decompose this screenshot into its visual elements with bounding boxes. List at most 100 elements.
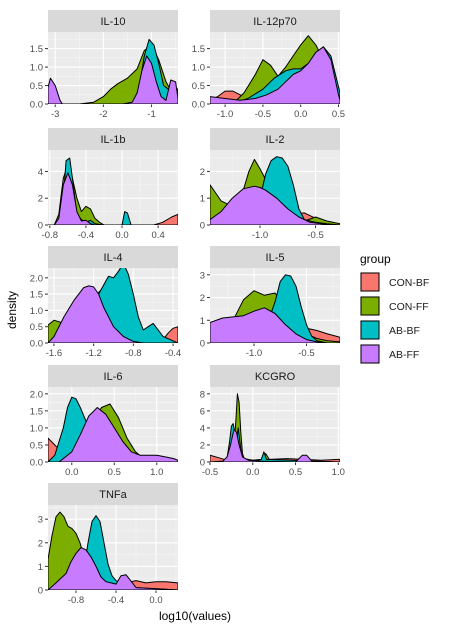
facet-strip (210, 365, 340, 387)
y-tick-label: 1.5 (30, 290, 43, 301)
density-area-ab-ff (210, 307, 340, 343)
x-tick-label: 0.5 (289, 467, 302, 478)
y-tick-label: 0 (38, 586, 43, 597)
facet-title: IL-12p70 (253, 16, 296, 28)
y-tick-label: 4 (38, 167, 43, 178)
density-area-ab-ff (48, 547, 178, 590)
facet-il-10: IL-10 -3 -2 -1 0.0 0.5 1.0 1.5 (30, 10, 178, 120)
x-tick-label: -0.5 (307, 230, 323, 241)
legend-swatch-ab-ff (360, 344, 380, 364)
x-tick-label: 0.0 (246, 467, 259, 478)
density-area-ab-ff (48, 172, 178, 225)
y-tick-label: 0.5 (30, 440, 43, 451)
facet-title: IL-4 (104, 252, 123, 264)
density-area-ab-ff (210, 46, 340, 104)
legend-label: CON-FF (389, 301, 429, 313)
facet-kcgro: KCGRO -0.5 0.0 0.5 1.0 0 2 4 6 8 (200, 365, 345, 478)
legend-label: AB-BF (389, 325, 420, 337)
y-tick-label: 0.0 (30, 458, 43, 469)
density-area-con-bf (48, 213, 178, 225)
x-tick-label: -0.4 (78, 230, 94, 241)
y-tick-label: 0.5 (192, 81, 205, 92)
facet-title: IL-6 (104, 371, 123, 383)
y-tick-label: 3 (38, 515, 43, 526)
x-tick-label: 1.0 (150, 467, 163, 478)
facet-il-5: IL-5 -1.0 -0.5 0 1 2 3 (200, 246, 340, 359)
y-tick-label: 0.0 (30, 339, 43, 350)
legend-swatch-con-bf (360, 272, 380, 292)
y-tick-label: 0.0 (192, 100, 205, 111)
facet-il-6: IL-6 0.0 0.5 1.0 0.0 0.5 1.0 1.5 2.0 (30, 365, 178, 478)
facet-strip (210, 128, 340, 150)
y-tick-label: 2.0 (30, 389, 43, 400)
density-area-ab-ff (48, 55, 178, 104)
x-tick-label: 0.5 (108, 467, 121, 478)
density-area-con-ff (48, 164, 178, 225)
y-tick-label: 0.5 (30, 81, 43, 92)
x-tick-label: -0.4 (108, 595, 124, 606)
facet-title: TNFa (99, 489, 127, 501)
density-area-ab-ff (210, 429, 340, 462)
y-tick-label: 2 (200, 167, 205, 178)
x-tick-label: 0.5 (332, 109, 345, 120)
y-tick-label: 1 (200, 194, 205, 205)
x-tick-label: -1.2 (85, 348, 101, 359)
x-tick-label: -2 (99, 109, 107, 120)
y-tick-label: 1.0 (192, 63, 205, 74)
x-tick-label: -0.8 (125, 348, 141, 359)
x-tick-label: -1 (147, 109, 155, 120)
facet-strip (210, 10, 340, 32)
facet-strip (48, 246, 178, 268)
legend: group CON-BF CON-FF AB-BF AB-FF (360, 252, 429, 364)
y-tick-label: 0 (200, 458, 205, 469)
legend-swatch-ab-bf (360, 320, 380, 340)
x-tick-label: -0.5 (255, 109, 271, 120)
y-tick-label: 8 (200, 389, 205, 400)
y-tick-label: 1.0 (30, 63, 43, 74)
x-tick-label: 0.4 (152, 230, 165, 241)
x-tick-label: -0.8 (42, 230, 58, 241)
x-tick-label: -0.4 (165, 348, 181, 359)
x-tick-label: -1.6 (46, 348, 62, 359)
x-tick-label: 0.0 (294, 109, 307, 120)
facet-il-1b: IL-1b -0.8 -0.4 0.0 0.4 0 2 4 (38, 128, 178, 241)
legend-title: group (360, 252, 391, 266)
y-tick-label: 2 (200, 293, 205, 304)
facet-il-12p70: IL-12p70 -1.0 -0.5 0.0 0.5 0.0 0.5 1.0 1.5 (192, 10, 345, 120)
x-tick-label: 1.0 (332, 467, 345, 478)
y-tick-label: 0 (200, 339, 205, 350)
y-tick-label: 2 (38, 194, 43, 205)
x-tick-label: -1.0 (252, 230, 268, 241)
facet-il-4: IL-4 -1.6 -1.2 -0.8 -0.4 0.0 0.5 1.0 1.5 2.0 (30, 246, 181, 359)
facet-title: IL-10 (100, 16, 125, 28)
y-tick-label: 4 (200, 423, 205, 434)
legend-swatch-con-ff (360, 296, 380, 316)
x-tick-label: 0.0 (115, 230, 128, 241)
x-axis-title: log10(values) (159, 609, 231, 623)
x-tick-label: 0.0 (65, 467, 78, 478)
y-tick-label: 3 (200, 270, 205, 281)
y-tick-label: 1.5 (192, 44, 205, 55)
y-tick-label: 1.0 (30, 423, 43, 434)
density-area-ab-ff (48, 407, 178, 462)
facet-title: IL-1b (100, 134, 125, 146)
facet-tnfa: TNFa -0.8 -0.4 0.0 0 1 2 3 (38, 483, 178, 606)
density-area-ab-ff (210, 185, 340, 225)
y-tick-label: 1.0 (30, 306, 43, 317)
facet-strip (48, 483, 178, 505)
density-area-ab-ff (48, 285, 178, 343)
facet-title: IL-5 (266, 252, 285, 264)
x-tick-label: -0.5 (298, 348, 314, 359)
y-tick-label: 6 (200, 406, 205, 417)
facet-strip (48, 10, 178, 32)
facet-title: IL-2 (266, 134, 285, 146)
y-tick-label: 0 (38, 221, 43, 232)
x-tick-label: -1.0 (246, 348, 262, 359)
x-tick-label: -3 (51, 109, 59, 120)
legend-label: CON-BF (389, 277, 429, 289)
y-tick-label: 1.5 (30, 44, 43, 55)
y-tick-label: 0.5 (30, 322, 43, 333)
facet-strip (210, 246, 340, 268)
